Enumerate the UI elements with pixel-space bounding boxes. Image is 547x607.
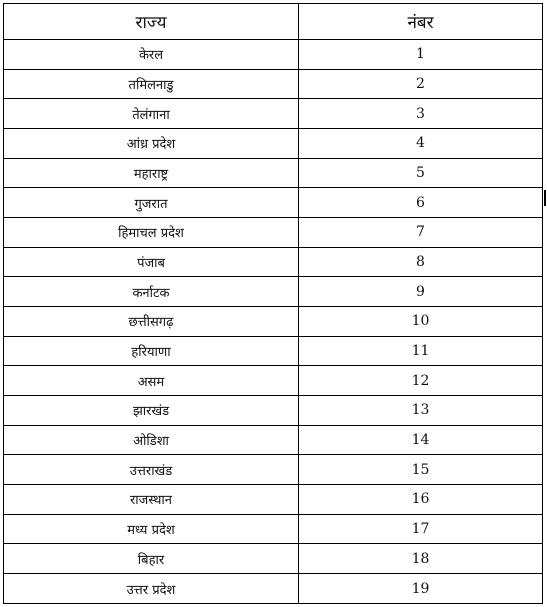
- number-cell: 5: [298, 157, 543, 189]
- header-state: राज्य: [3, 3, 299, 40]
- table-row: उत्तराखंड 15: [3, 454, 543, 486]
- edge-mark: [544, 190, 546, 206]
- number-cell: 4: [298, 128, 543, 159]
- number-cell: 10: [298, 306, 543, 337]
- table-row: असम 12: [3, 365, 543, 397]
- number-cell: 13: [298, 395, 543, 426]
- number-cell: 11: [298, 335, 543, 367]
- table-row: केरल 1: [3, 39, 543, 70]
- state-cell: कर्नाटक: [3, 276, 299, 308]
- state-cell: महाराष्ट्र: [3, 157, 299, 189]
- table-row: बिहार 18: [3, 543, 543, 575]
- state-ranking-table-container: राज्य नंबर केरल 1 तमिलनाडु 2 तेलंगाना 3 आंध…: [3, 3, 543, 604]
- state-cell: राजस्थान: [3, 484, 299, 515]
- table-header-row: राज्य नंबर: [3, 3, 543, 40]
- state-cell: ओडिशा: [3, 424, 299, 456]
- state-cell: तेलंगाना: [3, 98, 299, 130]
- number-cell: 12: [298, 365, 543, 397]
- table-row: छत्तीसगढ़ 10: [3, 306, 543, 337]
- table-row: गुजरात 6: [3, 187, 543, 219]
- table-row: पंजाब 8: [3, 246, 543, 278]
- state-cell: बिहार: [3, 543, 299, 575]
- table-row: ओडिशा 14: [3, 424, 543, 456]
- state-cell: मध्य प्रदेश: [3, 513, 299, 545]
- state-cell: हिमाचल प्रदेश: [3, 217, 299, 248]
- table-row: उत्तर प्रदेश 19: [3, 573, 543, 604]
- state-cell: उत्तर प्रदेश: [3, 573, 299, 604]
- table-row: आंध्र प्रदेश 4: [3, 128, 543, 159]
- state-cell: हरियाणा: [3, 335, 299, 367]
- number-cell: 14: [298, 424, 543, 456]
- table-row: कर्नाटक 9: [3, 276, 543, 308]
- number-cell: 8: [298, 246, 543, 278]
- table-row: मध्य प्रदेश 17: [3, 513, 543, 545]
- number-cell: 15: [298, 454, 543, 486]
- number-cell: 6: [298, 187, 543, 219]
- table-row: हिमाचल प्रदेश 7: [3, 217, 543, 248]
- table-row: तेलंगाना 3: [3, 98, 543, 130]
- state-cell: असम: [3, 365, 299, 397]
- state-cell: तमिलनाडु: [3, 68, 299, 100]
- state-cell: उत्तराखंड: [3, 454, 299, 486]
- header-number: नंबर: [298, 3, 543, 40]
- table-row: हरियाणा 11: [3, 335, 543, 367]
- number-cell: 3: [298, 98, 543, 130]
- number-cell: 9: [298, 276, 543, 308]
- number-cell: 1: [298, 39, 543, 70]
- state-cell: केरल: [3, 39, 299, 70]
- state-cell: झारखंड: [3, 395, 299, 426]
- table-row: झारखंड 13: [3, 395, 543, 426]
- number-cell: 16: [298, 484, 543, 515]
- number-cell: 18: [298, 543, 543, 575]
- state-ranking-table: राज्य नंबर केरल 1 तमिलनाडु 2 तेलंगाना 3 आंध…: [3, 3, 543, 604]
- table-row: महाराष्ट्र 5: [3, 157, 543, 189]
- number-cell: 7: [298, 217, 543, 248]
- state-cell: आंध्र प्रदेश: [3, 128, 299, 159]
- table-row: राजस्थान 16: [3, 484, 543, 515]
- table-row: तमिलनाडु 2: [3, 68, 543, 100]
- number-cell: 17: [298, 513, 543, 545]
- number-cell: 2: [298, 68, 543, 100]
- state-cell: छत्तीसगढ़: [3, 306, 299, 337]
- state-cell: गुजरात: [3, 187, 299, 219]
- number-cell: 19: [298, 573, 543, 604]
- state-cell: पंजाब: [3, 246, 299, 278]
